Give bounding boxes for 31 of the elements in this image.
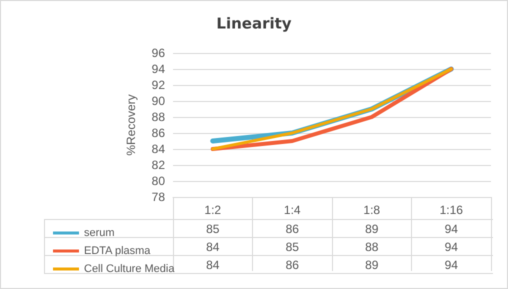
data-label: 85 xyxy=(206,222,220,236)
data-label: 88 xyxy=(365,240,379,254)
legend-label: Cell Culture Media xyxy=(84,263,176,275)
legend-label: EDTA plasma xyxy=(84,245,152,257)
y-tick-label: 80 xyxy=(152,174,166,188)
data-label: 94 xyxy=(444,240,458,254)
data-label: 89 xyxy=(365,222,379,236)
y-tick-label: 90 xyxy=(152,94,166,108)
data-label: 86 xyxy=(286,258,300,272)
data-label: 85 xyxy=(286,240,300,254)
y-tick-label: 94 xyxy=(152,62,166,76)
data-label: 89 xyxy=(365,258,379,272)
data-label: 84 xyxy=(206,258,220,272)
y-axis-title: %Recovery xyxy=(124,94,138,156)
y-tick-label: 78 xyxy=(152,190,166,204)
y-tick-label: 82 xyxy=(152,158,166,172)
x-tick-label: 1:16 xyxy=(440,203,464,217)
y-tick-label: 96 xyxy=(152,46,166,60)
legend-label: serum xyxy=(84,227,115,239)
data-label: 94 xyxy=(444,222,458,236)
x-tick-label: 1:8 xyxy=(363,203,380,217)
x-tick-label: 1:2 xyxy=(204,203,222,217)
y-tick-label: 86 xyxy=(152,126,166,140)
x-tick-label: 1:4 xyxy=(284,203,301,217)
y-tick-label: 88 xyxy=(152,110,166,124)
data-label: 84 xyxy=(206,240,220,254)
y-tick-label: 92 xyxy=(152,78,166,92)
y-tick-label: 84 xyxy=(152,142,166,156)
data-label: 86 xyxy=(286,222,300,236)
data-label: 94 xyxy=(444,258,458,272)
chart-title: Linearity xyxy=(216,14,292,32)
